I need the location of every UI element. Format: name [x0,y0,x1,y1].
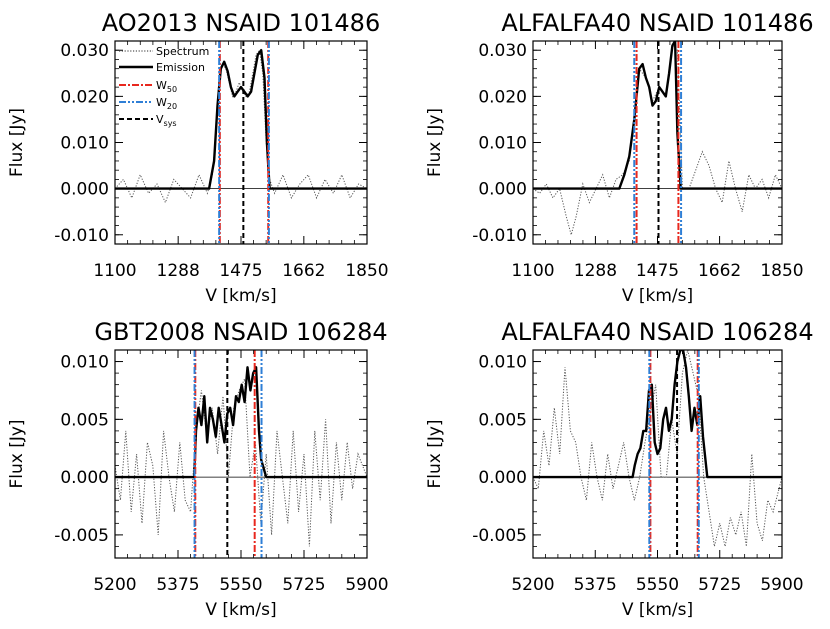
plot-area [533,41,782,244]
y-tick-label: 0.020 [60,87,109,107]
x-tick-label: 1100 [93,261,136,281]
plot-area [115,41,367,244]
y-axis-label: Flux [Jy] [425,419,445,488]
series-emission-line [533,350,782,479]
chart-panel-3: GBT2008 NSAID 106284 5200 5375 5550 5725 5900… [7,318,389,620]
x-tick-label: 5725 [698,575,741,595]
chart-title: ALFALFA40 NSAID 101486 [501,9,813,37]
legend-vsys-sub: sys [164,119,177,128]
x-tick-label: 1100 [511,261,554,281]
x-tick-label: 1475 [636,261,679,281]
x-tick-label: 1475 [219,261,262,281]
chart-panel-4: ALFALFA40 NSAID 106284 5200 5375 5550 5725 59… [425,318,814,620]
x-tick-label: 5375 [574,575,617,595]
chart-panel-1: AO2013 NSAID 101486 1100 1288 1475 1662 1850 -… [7,9,389,306]
x-tick-label: 1662 [282,261,325,281]
series-spectrum-line [533,350,782,547]
chart-title: GBT2008 NSAID 106284 [94,318,387,346]
chart-title: ALFALFA40 NSAID 106284 [501,318,813,346]
x-tick-label: 1850 [345,261,388,281]
y-tick-label: 0.000 [60,468,109,488]
legend-vsys-label: Vsys [156,113,177,128]
legend-emission-label: Emission [156,61,205,74]
x-tick-label: 5200 [93,575,136,595]
x-axis-label: V [km/s] [205,286,276,306]
y-axis-label: Flux [Jy] [7,419,27,488]
legend-w20-label: W20 [156,96,177,111]
series-spectrum-line [115,378,367,547]
x-tick-label: 5550 [636,575,679,595]
x-tick-label: 1288 [157,261,200,281]
y-tick-label: 0.000 [478,180,527,200]
x-axis-label: V [km/s] [622,286,693,306]
chart-panel-2: ALFALFA40 NSAID 101486 1100 1288 1475 1662 18… [425,9,814,306]
plot-area [533,350,782,558]
plot-frame [114,40,368,245]
y-tick-label: 0.010 [60,134,109,154]
y-tick-label: 0.005 [478,410,527,430]
x-tick-label: 1850 [760,261,803,281]
plot-area [115,350,367,558]
series-spectrum-line [115,48,367,204]
y-tick-label: -0.010 [54,226,109,246]
chart-title: AO2013 NSAID 101486 [102,9,380,37]
series-spectrum-line [533,44,782,237]
y-tick-label: 0.030 [60,41,109,61]
y-tick-label: 0.020 [478,87,527,107]
y-tick-label: -0.010 [472,226,527,246]
x-tick-label: 5900 [345,575,388,595]
y-tick-label: 0.010 [60,353,109,373]
y-tick-label: 0.000 [478,468,527,488]
y-axis-label: Flux [Jy] [425,108,445,177]
legend-w50-label: W50 [156,79,177,94]
y-tick-label: 0.000 [60,180,109,200]
legend-w50-main: W [156,79,167,92]
y-tick-label: 0.010 [478,134,527,154]
y-tick-label: -0.005 [472,526,527,546]
legend-spectrum-label: Spectrum [156,45,209,58]
x-tick-label: 5900 [760,575,803,595]
plot-frame [114,349,368,559]
x-tick-label: 5375 [156,575,199,595]
series-emission-line [533,41,782,190]
legend-vsys-main: V [156,113,164,126]
legend-w50-sub: 50 [167,85,177,94]
y-tick-label: 0.010 [478,353,527,373]
x-tick-label: 1288 [574,261,617,281]
x-axis-label: V [km/s] [205,600,276,620]
x-axis-label: V [km/s] [622,600,693,620]
y-axis-label: Flux [Jy] [7,108,27,177]
x-tick-label: 5200 [511,575,554,595]
x-tick-label: 1662 [698,261,741,281]
x-tick-label: 5550 [219,575,262,595]
y-tick-label: 0.030 [478,41,527,61]
y-tick-label: 0.005 [60,410,109,430]
y-tick-label: -0.005 [54,526,109,546]
series-emission-line [115,366,367,479]
x-tick-label: 5725 [282,575,325,595]
legend-w20-main: W [156,96,167,109]
legend-w20-sub: 20 [167,102,177,111]
